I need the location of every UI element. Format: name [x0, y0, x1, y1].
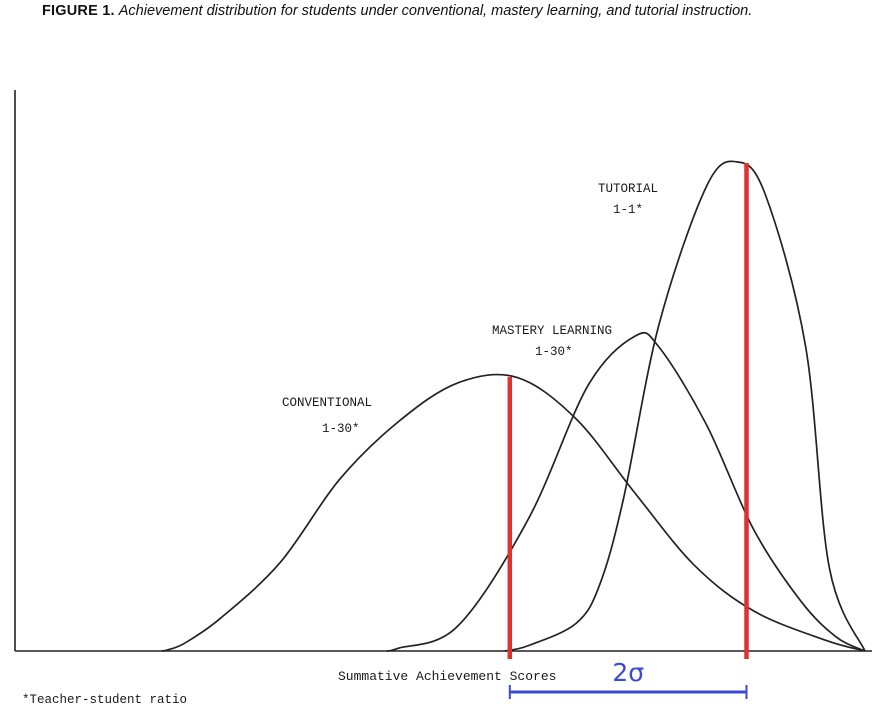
chart-axes: [14, 90, 872, 652]
footnote: *Teacher-student ratio: [22, 693, 187, 707]
curve-labels: CONVENTIONAL 1-30* MASTERY LEARNING 1-30* TU…: [282, 182, 658, 436]
curve-label-conventional: CONVENTIONAL: [282, 396, 372, 410]
curve-label-mastery-learning: MASTERY LEARNING: [492, 324, 612, 338]
curve-mastery-learning: [386, 331, 866, 652]
figure-caption-text: Achievement distribution for students un…: [118, 3, 753, 19]
curve-label-tutorial: TUTORIAL: [598, 182, 658, 196]
curve-ratio-conventional: 1-30*: [322, 422, 360, 436]
curve-ratio-mastery-learning: 1-30*: [535, 345, 573, 359]
curve-conventional: [161, 373, 866, 652]
curve-tutorial: [504, 160, 866, 652]
sigma-annotation: 2σ: [508, 658, 748, 699]
sigma-label: 2σ: [612, 658, 644, 687]
figure-label: FIGURE 1.: [42, 3, 115, 19]
curve-ratio-tutorial: 1-1*: [613, 203, 643, 217]
figure-caption: FIGURE 1. Achievement distribution for s…: [42, 3, 872, 20]
mean-markers: [507, 163, 749, 659]
x-axis-label: Summative Achievement Scores: [338, 669, 556, 684]
distribution-curves: [161, 160, 866, 652]
